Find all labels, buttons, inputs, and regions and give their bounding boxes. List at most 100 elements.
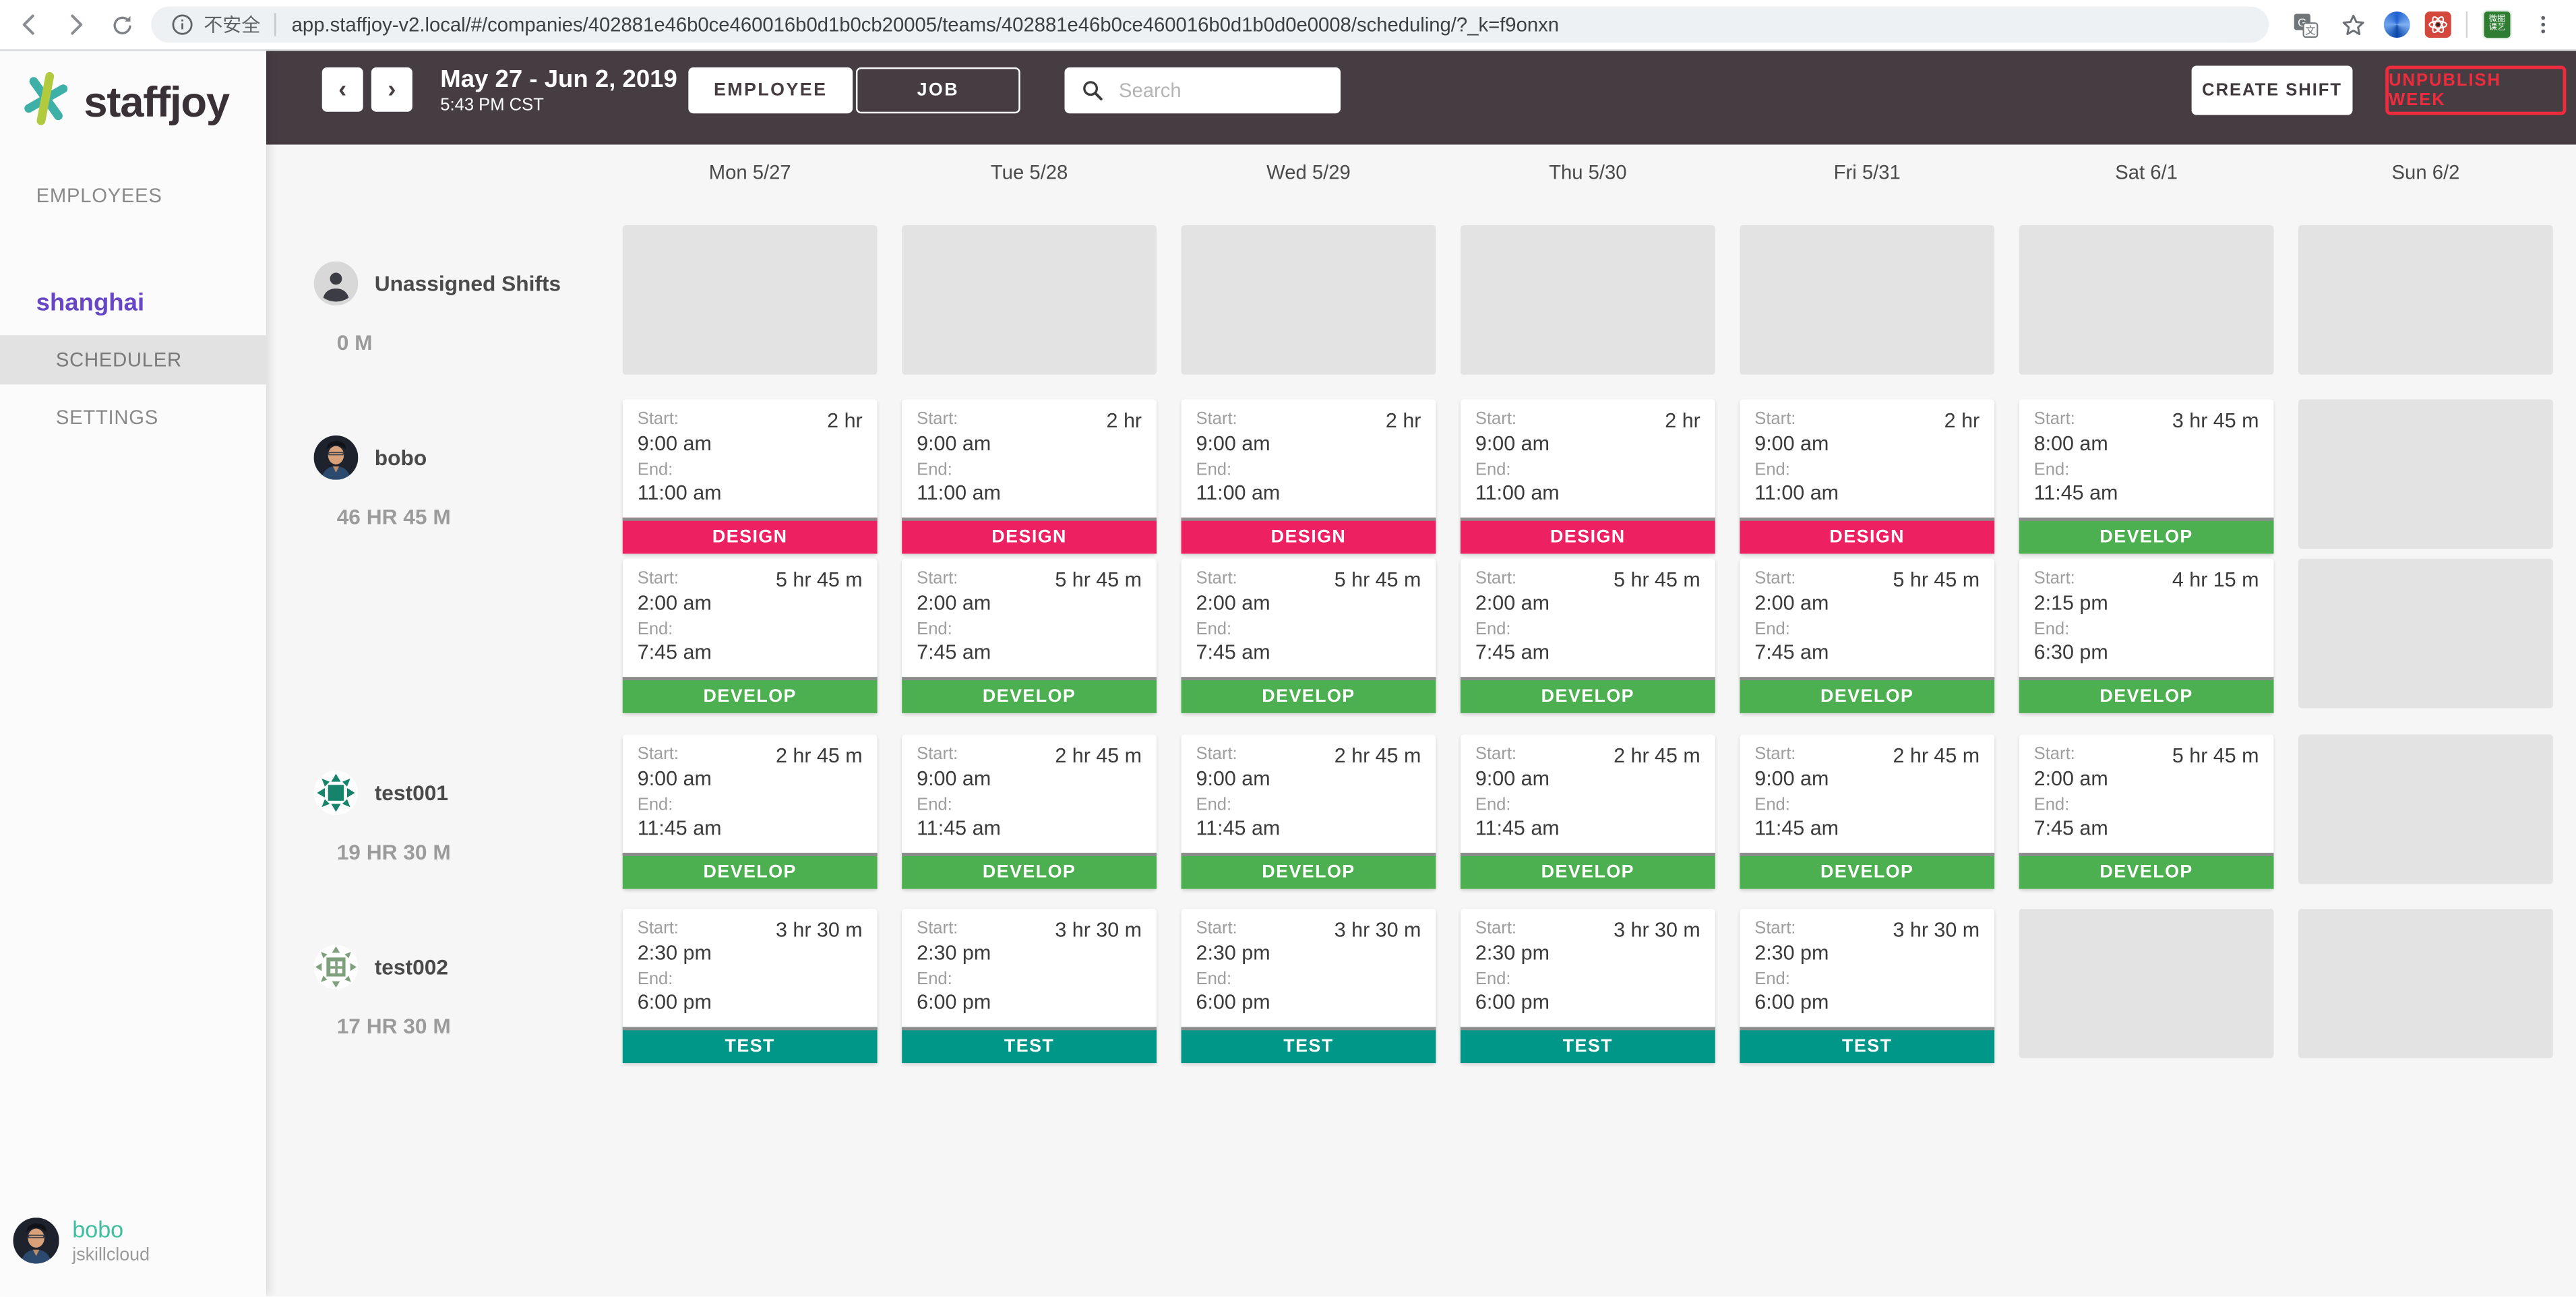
employee-name[interactable]: Unassigned Shifts [374,271,561,296]
shift-end-label: End: [2033,460,2070,480]
extension-green-badge-icon[interactable]: 微掘 课艺 [2482,9,2512,40]
shift-job-label[interactable]: TEST [622,1027,878,1064]
shift-job-label[interactable]: DESIGN [1740,517,1995,554]
shift-card[interactable]: Start: 3 hr 45 m 8:00 am End: 11:45 am DEVELO… [2019,399,2274,554]
shift-job-label[interactable]: DESIGN [1460,517,1715,554]
shift-job-label[interactable]: DEVELOP [1460,853,1715,889]
shift-card[interactable]: Start: 2 hr 45 m 9:00 am End: 11:45 am DEVELO… [1460,734,1715,889]
shift-job-label[interactable]: TEST [1181,1027,1436,1064]
employee-view-toggle[interactable]: EMPLOYEE [688,67,853,114]
employee-name[interactable]: test002 [374,955,448,979]
shift-job-label[interactable]: DEVELOP [902,677,1157,713]
shift-card[interactable]: Start: 4 hr 15 m 2:15 pm End: 6:30 pm DEVELOP [2019,558,2274,713]
shift-card[interactable]: Start: 2 hr 9:00 am End: 11:00 am DESIGN [622,399,878,554]
shift-card[interactable]: Start: 5 hr 45 m 2:00 am End: 7:45 am DEVELOP [622,558,878,713]
shift-card[interactable]: Start: 2 hr 45 m 9:00 am End: 11:45 am DEVELO… [1181,734,1436,889]
shift-start-time: 2:30 pm [917,941,991,965]
shift-card[interactable]: Start: 5 hr 45 m 2:00 am End: 7:45 am DEVELOP [1181,558,1436,713]
shift-card[interactable]: Start: 3 hr 30 m 2:30 pm End: 6:00 pm TEST [622,908,878,1064]
shift-job-label[interactable]: DEVELOP [902,853,1157,889]
shift-job-label[interactable]: DEVELOP [622,677,878,713]
shift-duration: 3 hr 30 m [1055,918,1142,942]
next-week-button[interactable]: › [371,67,412,112]
shift-job-label[interactable]: DEVELOP [1740,677,1995,713]
sidebar-item-scheduler[interactable]: SCHEDULER [0,335,266,385]
bookmark-star-icon[interactable] [2336,8,2369,41]
create-shift-button[interactable]: CREATE SHIFT [2191,65,2353,115]
shift-job-label[interactable]: TEST [902,1027,1157,1064]
previous-week-button[interactable]: ‹ [321,67,363,112]
extension-blue-swirl-icon[interactable] [2383,11,2410,38]
staffjoy-logo[interactable]: staffjoy [16,69,230,136]
shift-start-label: Start: [637,409,679,429]
employee-name[interactable]: bobo [374,445,427,471]
shift-job-label[interactable]: TEST [1740,1027,1995,1064]
browser-forward-icon[interactable] [59,8,92,41]
browser-menu-icon[interactable] [2527,8,2560,41]
shift-job-label[interactable]: DEVELOP [2019,853,2274,889]
shift-end-label: End: [1754,795,1790,815]
shift-card[interactable]: Start: 3 hr 30 m 2:30 pm End: 6:00 pm TEST [1181,908,1436,1064]
shift-end-label: End: [2033,619,2070,640]
shift-card[interactable]: Start: 3 hr 30 m 2:30 pm End: 6:00 pm TEST [902,908,1157,1064]
shift-card[interactable]: Start: 2 hr 9:00 am End: 11:00 am DESIGN [1740,399,1995,554]
shift-job-label[interactable]: DESIGN [1181,517,1436,554]
shift-start-time: 9:00 am [1475,432,1550,456]
staffjoy-logo-text: staffjoy [84,77,230,127]
shift-card[interactable]: Start: 5 hr 45 m 2:00 am End: 7:45 am DEVELOP [2019,734,2274,889]
search-input[interactable] [1115,77,1320,104]
extension-red-atom-icon[interactable] [2424,11,2451,38]
shift-job-label[interactable]: DEVELOP [1181,853,1436,889]
job-view-toggle[interactable]: JOB [855,67,1020,114]
sidebar-item-settings[interactable]: SETTINGS [55,406,158,429]
shift-card[interactable]: Start: 5 hr 45 m 2:00 am End: 7:45 am DEVELOP [902,558,1157,713]
shift-job-label[interactable]: TEST [1460,1027,1715,1064]
staffjoy-app: ‹ › May 27 - Jun 2, 2019 5:43 PM CST EMP… [0,49,2576,1297]
shift-card[interactable]: Start: 3 hr 30 m 2:30 pm End: 6:00 pm TEST [1740,908,1995,1064]
shift-job-label[interactable]: DESIGN [622,517,878,554]
shift-job-label[interactable]: DEVELOP [1740,853,1995,889]
shift-card[interactable]: Start: 3 hr 30 m 2:30 pm End: 6:00 pm TEST [1460,908,1715,1064]
shift-duration: 2 hr 45 m [1334,744,1421,768]
sidebar-item-employees[interactable]: EMPLOYEES [36,184,162,208]
shift-end-label: End: [1754,969,1790,990]
shift-card[interactable]: Start: 2 hr 45 m 9:00 am End: 11:45 am DEVELO… [902,734,1157,889]
shift-card[interactable]: Start: 2 hr 9:00 am End: 11:00 am DESIGN [1460,399,1715,554]
shift-card[interactable]: Start: 2 hr 45 m 9:00 am End: 11:45 am DEVELO… [622,734,878,889]
shift-job-label[interactable]: DEVELOP [2019,517,2274,554]
shift-start-label: Start: [2033,744,2075,764]
shift-card[interactable]: Start: 2 hr 45 m 9:00 am End: 11:45 am DEVELO… [1740,734,1995,889]
url-text[interactable]: app.staffjoy-v2.local/#/companies/402881… [291,13,1559,36]
search-box[interactable] [1064,67,1341,114]
current-user-block[interactable]: bobo jskillcloud [0,1206,266,1296]
shift-end-label: End: [917,795,952,815]
shift-job-label[interactable]: DEVELOP [2019,677,2274,713]
employee-avatar [313,771,359,815]
shift-start-label: Start: [1196,918,1237,938]
day-header: Sun 6/2 [2391,160,2460,184]
shift-end-label: End: [1475,795,1511,815]
sidebar-team-shanghai[interactable]: shanghai [36,289,145,318]
site-info-icon[interactable] [171,13,194,36]
shift-start-label: Start: [2033,568,2075,589]
shift-card[interactable]: Start: 2 hr 9:00 am End: 11:00 am DESIGN [1181,399,1436,554]
empty-shift-slot [2298,399,2553,549]
shift-end-label: End: [637,969,673,990]
shift-card[interactable]: Start: 5 hr 45 m 2:00 am End: 7:45 am DEVELOP [1460,558,1715,713]
shift-job-label[interactable]: DEVELOP [1460,677,1715,713]
shift-job-label[interactable]: DEVELOP [622,853,878,889]
unpublish-week-button[interactable]: UNPUBLISH WEEK [2385,65,2567,115]
shift-card[interactable]: Start: 5 hr 45 m 2:00 am End: 7:45 am DEVELOP [1740,558,1995,713]
search-icon [1076,74,1109,107]
shift-job-label[interactable]: DESIGN [902,517,1157,554]
employee-name[interactable]: test001 [374,780,448,806]
shift-card[interactable]: Start: 2 hr 9:00 am End: 11:00 am DESIGN [902,399,1157,554]
shift-job-label[interactable]: DEVELOP [1181,677,1436,713]
shift-start-label: Start: [1196,568,1237,589]
shift-start-label: Start: [917,744,958,764]
browser-reload-icon[interactable] [105,8,138,41]
address-bar[interactable]: 不安全 app.staffjoy-v2.local/#/companies/40… [151,6,2269,43]
shift-end-time: 6:00 pm [1754,990,1829,1014]
browser-back-icon[interactable] [13,8,47,41]
